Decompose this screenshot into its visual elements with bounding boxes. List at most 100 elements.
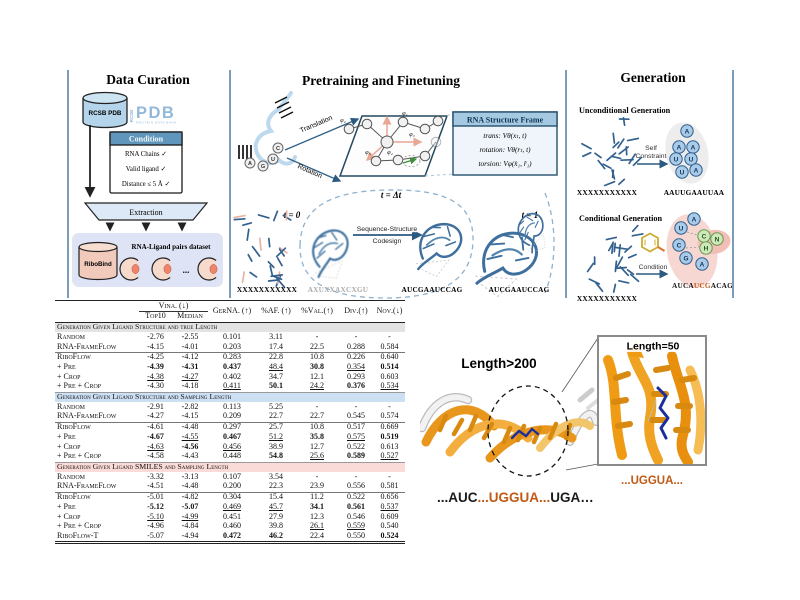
sequence-t0: XXXXXXXXXXX (237, 285, 298, 294)
rotation-arrow (286, 157, 342, 183)
frame-box-row: trans: Vθ(xₜ, t) (483, 131, 527, 140)
table-cell: 54.8 (269, 451, 283, 461)
table-row: + Pre -4.67 -4.55 0.467 51.2 35.8 0.575 0.519 (55, 431, 405, 443)
table-cell: 0.411 (223, 381, 241, 391)
nucleotide-letter: U (674, 156, 679, 163)
table-cell: 27.9 (269, 511, 283, 521)
table-cell: 0.581 (380, 481, 399, 491)
nucleotide-letter: N (715, 236, 720, 243)
table-cell: 0.609 (380, 511, 399, 521)
row-label: Random (57, 331, 86, 341)
sub-column-header: Median (172, 311, 208, 323)
table-cell: 0.556 (347, 481, 365, 491)
row-label: + Pre + Crop (57, 521, 102, 531)
table-row: RNA-FrameFlow -4.27 -4.15 0.209 22.7 22.7 0.54… (55, 411, 405, 422)
table-cell: 0.448 (223, 451, 241, 461)
table-cell: 0.209 (223, 411, 241, 421)
table-cell: 25.6 (310, 451, 324, 461)
ligand-sticks (656, 386, 670, 440)
table-cell: 48.4 (269, 362, 283, 371)
table-cell: 0.402 (223, 371, 241, 381)
nucleotide-letter: U (679, 225, 684, 232)
table-cell: -4.48 (181, 481, 199, 491)
nucleotide-circles: AUCGA (672, 212, 709, 271)
zoom-connector (565, 463, 599, 471)
nucleotide-letter: U (689, 156, 694, 163)
table-cell: - (315, 401, 319, 411)
frame-box-header: RNA Structure Frame (467, 116, 544, 125)
table-cell: 22.8 (256, 351, 296, 363)
table-row: RiboFlow -4.61 -4.48 0.297 25.7 10.8 0.517 0.66… (55, 421, 405, 433)
table-cell: 0.584 (380, 341, 399, 351)
phi-label: φ₁ (402, 111, 407, 117)
nucleotide-letter: U (271, 157, 275, 163)
table-cell: - (388, 471, 391, 481)
table-row: RNA-FrameFlow -4.51 -4.48 0.200 22.3 23.9 0.55… (55, 481, 405, 492)
zoom-inset: Length=50 (597, 335, 707, 466)
section-header: Generation Given Ligand Structure and tr… (55, 321, 405, 333)
table-cell: -4.67 (147, 431, 164, 441)
panel-data-curation: Data Curation RCSB PDB RCSB PDB PROTEIN … (72, 72, 223, 287)
table-cell: 0.288 (347, 341, 365, 351)
condition-item: Valid ligand ✓ (126, 166, 166, 173)
phi-label: φ₂ (340, 118, 345, 124)
table-cell: -4.94 (172, 531, 208, 545)
contact-dash (686, 231, 698, 236)
sub-column-header: Top10 (139, 311, 172, 323)
row-label: + Pre (57, 501, 76, 511)
phi-label: φ₅ (365, 150, 370, 156)
table-cell: 17.4 (269, 341, 283, 351)
table-cell: -2.55 (181, 331, 199, 341)
column-header: %AF. (↑) (256, 300, 296, 323)
table-cell: 0.537 (380, 501, 399, 511)
row-label: + Pre (57, 362, 76, 371)
table-cell: 0.559 (347, 521, 365, 531)
table-cell: 0.107 (223, 471, 241, 481)
output-sequence: AUCAUCGACAG (672, 281, 732, 290)
row-label: RiboFlow (55, 351, 139, 363)
row-label: + Crop (57, 371, 81, 381)
table-cell: -4.39 (147, 362, 164, 371)
table-cell: 0.669 (374, 421, 405, 433)
condition-item: Distance ≤ 5 Å ✓ (122, 180, 170, 188)
column-header: Nov.(↓) (374, 300, 405, 323)
table-cell: -4.12 (172, 351, 208, 363)
results-table-grid: Vina. (↓) GerNA. (↑) %AF. (↑) %Val.(↑) Div.(… (55, 300, 405, 545)
table-row: + Pre -4.39 -4.31 0.437 48.4 30.8 0.354 0.514 (55, 362, 405, 373)
table-cell: -4.43 (181, 451, 199, 461)
sequence-noisy: AXUXXAXCXGU (308, 285, 369, 294)
table-cell: -4.38 (147, 371, 164, 381)
condition-item: RNA Chains ✓ (125, 151, 167, 158)
panel-divider (67, 70, 69, 298)
row-label: RiboFlow-T (55, 531, 139, 545)
table-cell: 0.603 (380, 371, 399, 381)
noise-field (586, 224, 644, 293)
rna-3d-sketch (475, 231, 539, 298)
table-cell: -4.15 (147, 341, 164, 351)
nucleotide-letter: H (704, 245, 709, 252)
length-figure: Length>200 (420, 335, 707, 505)
table-cell: 0.101 (223, 331, 241, 341)
section-header: Generation Given Ligand SMILES and Sampl… (55, 461, 405, 473)
table-cell: 0.283 (208, 351, 256, 363)
table-cell: 0.574 (380, 411, 399, 421)
panel-divider (229, 70, 231, 298)
panel-title: Generation (620, 70, 686, 85)
table-cell: 0.200 (223, 481, 241, 491)
row-label: RNA-FrameFlow (57, 341, 117, 351)
table-cell: -4.15 (181, 411, 199, 421)
table-cell: 23.9 (310, 481, 324, 491)
nucleotide-letter: A (248, 161, 252, 167)
table-row: + Pre + Crop -4.30 -4.18 0.411 50.1 24.2 0.376… (55, 381, 405, 392)
table-row: RNA-FrameFlow -4.15 -4.01 0.203 17.4 22.5 0.28… (55, 342, 405, 352)
rna-secondary-structure-sketch: A GUC (238, 91, 297, 172)
table-cell: 39.8 (269, 521, 283, 531)
nucleotide-letter: C (276, 146, 280, 152)
table-row: + Crop -4.63 -4.56 0.456 38.9 12.7 0.522 0.613 (55, 442, 405, 452)
extraction-label: Extraction (129, 208, 162, 217)
row-label: RiboFlow (55, 491, 139, 503)
frame-box-row: rotation: Vθ(rₜ, t) (479, 145, 531, 154)
ligand-sticks (510, 427, 540, 440)
pdb-database-icon: RCSB PDB (82, 91, 128, 129)
table-cell: 0.297 (208, 421, 256, 433)
